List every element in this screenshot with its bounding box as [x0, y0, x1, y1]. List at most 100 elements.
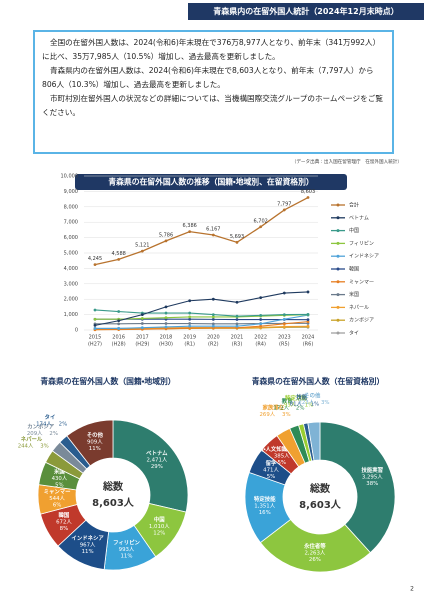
data-label: 4,588: [112, 251, 126, 257]
slice-name: フィリピン: [113, 538, 140, 546]
data-point: [117, 257, 121, 261]
slice-value: 3,295人: [362, 474, 383, 480]
slice-percent: 1%: [311, 401, 320, 407]
legend-dot: [336, 216, 340, 220]
slice-value: 1,010人: [149, 524, 170, 530]
data-point: [306, 313, 310, 316]
legend-label: ミャンマー: [349, 279, 374, 285]
y-tick-label: 4,000: [64, 266, 78, 272]
pie-slice: [307, 421, 321, 461]
legend-dot: [336, 318, 340, 322]
data-label: 7,797: [277, 201, 291, 207]
data-label: 6,386: [183, 223, 197, 229]
data-point: [93, 263, 97, 267]
legend-dot: [336, 267, 340, 271]
slice-name: 技能: [296, 393, 307, 401]
slice-value: 909人: [87, 440, 103, 446]
slice-percent: 1%: [305, 403, 314, 409]
slice-name: 家族滞在: [263, 403, 285, 411]
data-label: 5,693: [230, 234, 244, 240]
data-point: [306, 320, 310, 324]
legend-dot: [336, 280, 340, 284]
data-point: [117, 327, 121, 330]
x-tick-label: 2015: [89, 335, 102, 341]
data-point: [306, 324, 310, 328]
data-point: [140, 326, 144, 330]
slice-percent: 2%: [49, 431, 58, 437]
data-point: [211, 322, 215, 326]
legend-dot: [336, 305, 340, 309]
data-point: [140, 313, 144, 316]
data-point: [140, 317, 144, 320]
data-point: [211, 297, 215, 301]
data-point: [211, 315, 215, 319]
slice-percent: 5%: [55, 483, 64, 489]
y-tick-label: 6,000: [64, 235, 78, 241]
data-point: [235, 300, 239, 304]
page-number: 2: [410, 586, 414, 593]
chart-title: 青森県の在留外国人数（国籍・地域別）: [40, 376, 175, 386]
legend-dot: [336, 254, 340, 258]
x-tick-sublabel: (R1): [184, 342, 195, 348]
slice-value: 385人: [274, 454, 290, 460]
x-tick-label: 2024: [302, 335, 315, 341]
pie-slice: [66, 419, 114, 467]
y-tick-label: 10,000: [61, 174, 79, 180]
legend-label: フィリピン: [349, 241, 374, 247]
x-tick-label: 2020: [207, 335, 220, 341]
slice-value: 93人: [284, 403, 297, 409]
slice-value: 1,351人: [254, 503, 275, 509]
center-label: 総数: [102, 480, 124, 493]
data-point: [188, 324, 192, 328]
data-label: 6,702: [254, 218, 268, 224]
legend-label: ネパール: [349, 305, 369, 311]
data-point: [282, 317, 286, 321]
slice-name: 永住者等: [303, 542, 326, 550]
series-line: [94, 196, 309, 266]
data-point: [235, 318, 239, 321]
legend-label: 合計: [349, 202, 359, 209]
slice-value: 993人: [119, 547, 135, 553]
data-point: [235, 240, 239, 244]
legend-label: 韓国: [349, 266, 359, 273]
slice-percent: 26%: [309, 557, 321, 563]
series-line: [95, 314, 309, 320]
slice-name: タイ: [45, 413, 56, 421]
slice-value: 2,471人: [146, 458, 167, 464]
slice-percent: 3%: [321, 400, 330, 406]
slice-percent: 16%: [259, 510, 271, 516]
paragraph: 青森県内の在留外国人数は、2024(令和6)年末現在で8,603人となり、前年末…: [42, 66, 374, 89]
slice-percent: 29%: [151, 464, 163, 470]
data-label: 5,121: [135, 243, 149, 249]
data-point: [259, 324, 263, 328]
data-point: [188, 326, 192, 330]
slice-name: 留学: [266, 459, 277, 467]
data-point: [282, 325, 286, 329]
data-point: [282, 322, 286, 326]
slice-percent: 6%: [53, 502, 62, 508]
x-tick-sublabel: (R6): [303, 342, 314, 348]
data-point: [93, 317, 97, 321]
data-point: [117, 310, 121, 313]
data-point: [259, 318, 263, 321]
data-point: [282, 291, 286, 295]
x-tick-label: 2021: [231, 335, 244, 341]
data-point: [117, 319, 121, 323]
legend-label: ベトナム: [349, 215, 369, 221]
x-tick-label: 2017: [136, 335, 149, 341]
slice-name: その他: [87, 431, 104, 439]
y-tick-label: 9,000: [64, 189, 78, 195]
legend-label: インドネシア: [349, 254, 379, 260]
paragraph: 全国の在留外国人数は、2024(令和6)年末現在で376万8,977人となり、前…: [42, 38, 381, 61]
data-point: [93, 323, 97, 327]
data-point: [211, 317, 215, 321]
slice-percent: 11%: [89, 446, 101, 452]
y-tick-label: 1,000: [64, 312, 78, 318]
data-point: [164, 305, 168, 309]
slice-name: 中国: [154, 516, 165, 524]
x-tick-sublabel: (R3): [232, 342, 243, 348]
slice-name: 技術・人文知識・国際業務: [253, 445, 311, 453]
title-band: [75, 174, 347, 190]
data-point: [259, 322, 263, 326]
